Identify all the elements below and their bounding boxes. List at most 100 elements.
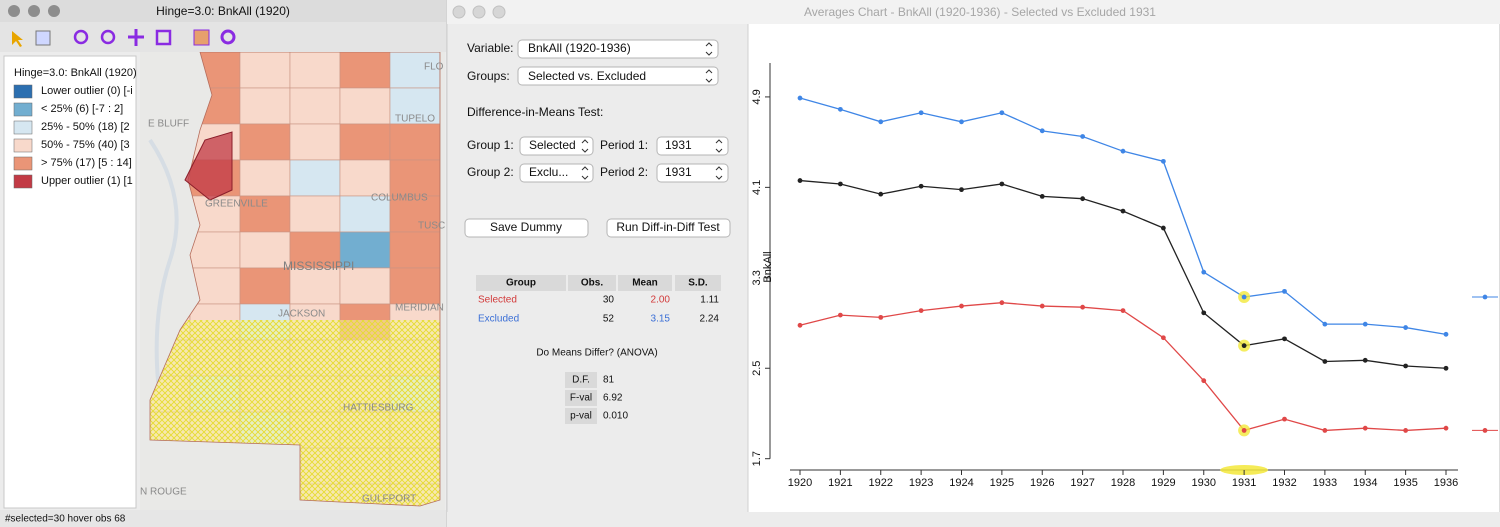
- data-point: [1241, 343, 1247, 349]
- table-cell: 52: [603, 314, 615, 325]
- select-tool[interactable]: [12, 31, 23, 47]
- save-dummy-button[interactable]: Save Dummy: [464, 218, 589, 238]
- data-point: [1120, 308, 1126, 313]
- county: [389, 159, 440, 197]
- close-button[interactable]: [452, 5, 466, 19]
- group2-label: Group 2:: [467, 165, 514, 179]
- data-point: [837, 312, 843, 318]
- data-point: [1322, 359, 1328, 364]
- table-cell: 3.15: [651, 314, 671, 325]
- run-test-button[interactable]: Run Diff-in-Diff Test: [606, 218, 731, 238]
- data-point: [837, 181, 843, 187]
- x-tick-label: 1923: [909, 477, 933, 489]
- header-cell: [675, 275, 721, 291]
- minimize-button[interactable]: [472, 5, 486, 19]
- close-button[interactable]: [8, 5, 20, 17]
- county: [289, 87, 341, 125]
- legend-swatch: [13, 84, 33, 99]
- button-label: Run Diff-in-Diff Test: [616, 220, 720, 234]
- minimize-button[interactable]: [28, 5, 40, 17]
- table-cell: 30: [603, 295, 615, 306]
- county: [239, 267, 291, 305]
- map: E BLUFF GREENVILLE MISSISSIPPI JACKSON T…: [140, 52, 445, 510]
- table-cell: Excluded: [478, 314, 519, 325]
- data-point: [1241, 428, 1247, 433]
- map-label: TUPELO: [395, 114, 435, 125]
- header-text: S.D.: [688, 278, 708, 289]
- data-point: [1241, 294, 1247, 300]
- data-point: [1120, 148, 1126, 154]
- data-point: [959, 187, 964, 193]
- county: [289, 159, 341, 197]
- map-label: FLO: [424, 62, 444, 73]
- data-point: [1282, 336, 1287, 342]
- select-value: Exclu...: [529, 165, 568, 179]
- map-label: HATTIESBURG: [343, 403, 414, 414]
- map-label: N ROUGE: [140, 487, 187, 498]
- county: [239, 123, 291, 161]
- table-cell: 2.00: [651, 295, 671, 306]
- data-point: [999, 300, 1005, 306]
- x-tick-label: 1926: [1030, 477, 1054, 489]
- zoom-button[interactable]: [48, 5, 60, 17]
- data-point: [1039, 303, 1045, 309]
- anova-label-cell: [565, 372, 597, 388]
- anova-label: F-val: [570, 393, 592, 404]
- chart-window: Averages Chart - BnkAll (1920-1936) - Se…: [446, 0, 1500, 527]
- period2-select[interactable]: 1931: [656, 163, 729, 183]
- header-cell: [618, 275, 672, 291]
- header-text: Obs.: [581, 278, 603, 289]
- results-table: Group Obs. Mean S.D. Selected 30 2.00 1.11 Exclu…: [476, 275, 721, 325]
- map-label: JACKSON: [278, 309, 325, 320]
- data-point: [1362, 357, 1368, 363]
- period1-select[interactable]: 1931: [656, 136, 729, 156]
- select-rect-tool[interactable]: [35, 30, 51, 46]
- refresh-tool[interactable]: [220, 29, 236, 45]
- data-point: [1362, 321, 1368, 327]
- x-tick-label: 1928: [1111, 477, 1135, 489]
- pan-tool[interactable]: [128, 29, 144, 46]
- zoom-out-tool[interactable]: [100, 29, 116, 45]
- county: [289, 52, 341, 89]
- layer-tool[interactable]: [193, 29, 210, 46]
- county: [389, 195, 440, 233]
- data-point: [1403, 325, 1409, 330]
- legend-items: Lower outlier (0) [-i < 25% (6) [-7 : 2] 2…: [13, 84, 133, 189]
- legend-swatch: [13, 120, 33, 135]
- select-value: Selected: [529, 138, 576, 152]
- button-label: Save Dummy: [490, 220, 562, 234]
- y-tick-label: 3.3: [751, 270, 763, 285]
- x-tick-label: 1925: [990, 477, 1014, 489]
- x-tick-label: 1931: [1232, 477, 1256, 489]
- variable-select[interactable]: BnkAll (1920-1936): [517, 39, 719, 59]
- zoom-in-tool[interactable]: [73, 29, 89, 45]
- county: [389, 231, 440, 269]
- title-bar: [447, 0, 1500, 24]
- fit-tool[interactable]: [155, 29, 172, 46]
- table-cell: 2.24: [700, 314, 720, 325]
- x-tick-label: 1932: [1272, 477, 1296, 489]
- data-point: [1039, 194, 1045, 199]
- data-point: [1322, 321, 1328, 327]
- group1-select[interactable]: Selected: [519, 136, 594, 156]
- groups-label: Groups:: [467, 69, 510, 83]
- averages-chart: 1.7 2.5 3.3 4.1 4.9 1920 1921 1922 1923 1924 1925 1…: [751, 63, 1498, 489]
- group2-select[interactable]: Exclu...: [519, 163, 594, 183]
- data-point: [1443, 425, 1449, 431]
- county: [339, 52, 391, 89]
- county: [289, 267, 341, 305]
- table-cell: Selected: [478, 295, 517, 306]
- groups-select[interactable]: Selected vs. Excluded: [517, 66, 719, 86]
- toolbar: [0, 22, 446, 52]
- data-point: [1160, 158, 1166, 164]
- data-point: [1201, 310, 1207, 316]
- select-value: BnkAll (1920-1936): [528, 41, 631, 55]
- group1-label: Group 1:: [467, 138, 514, 152]
- data-point: [1201, 378, 1207, 384]
- county: [289, 231, 341, 269]
- county: [339, 267, 391, 305]
- x-tick-label: 1927: [1070, 477, 1094, 489]
- anova-label-cell: [565, 390, 597, 406]
- zoom-button[interactable]: [492, 5, 506, 19]
- data-point: [797, 322, 803, 328]
